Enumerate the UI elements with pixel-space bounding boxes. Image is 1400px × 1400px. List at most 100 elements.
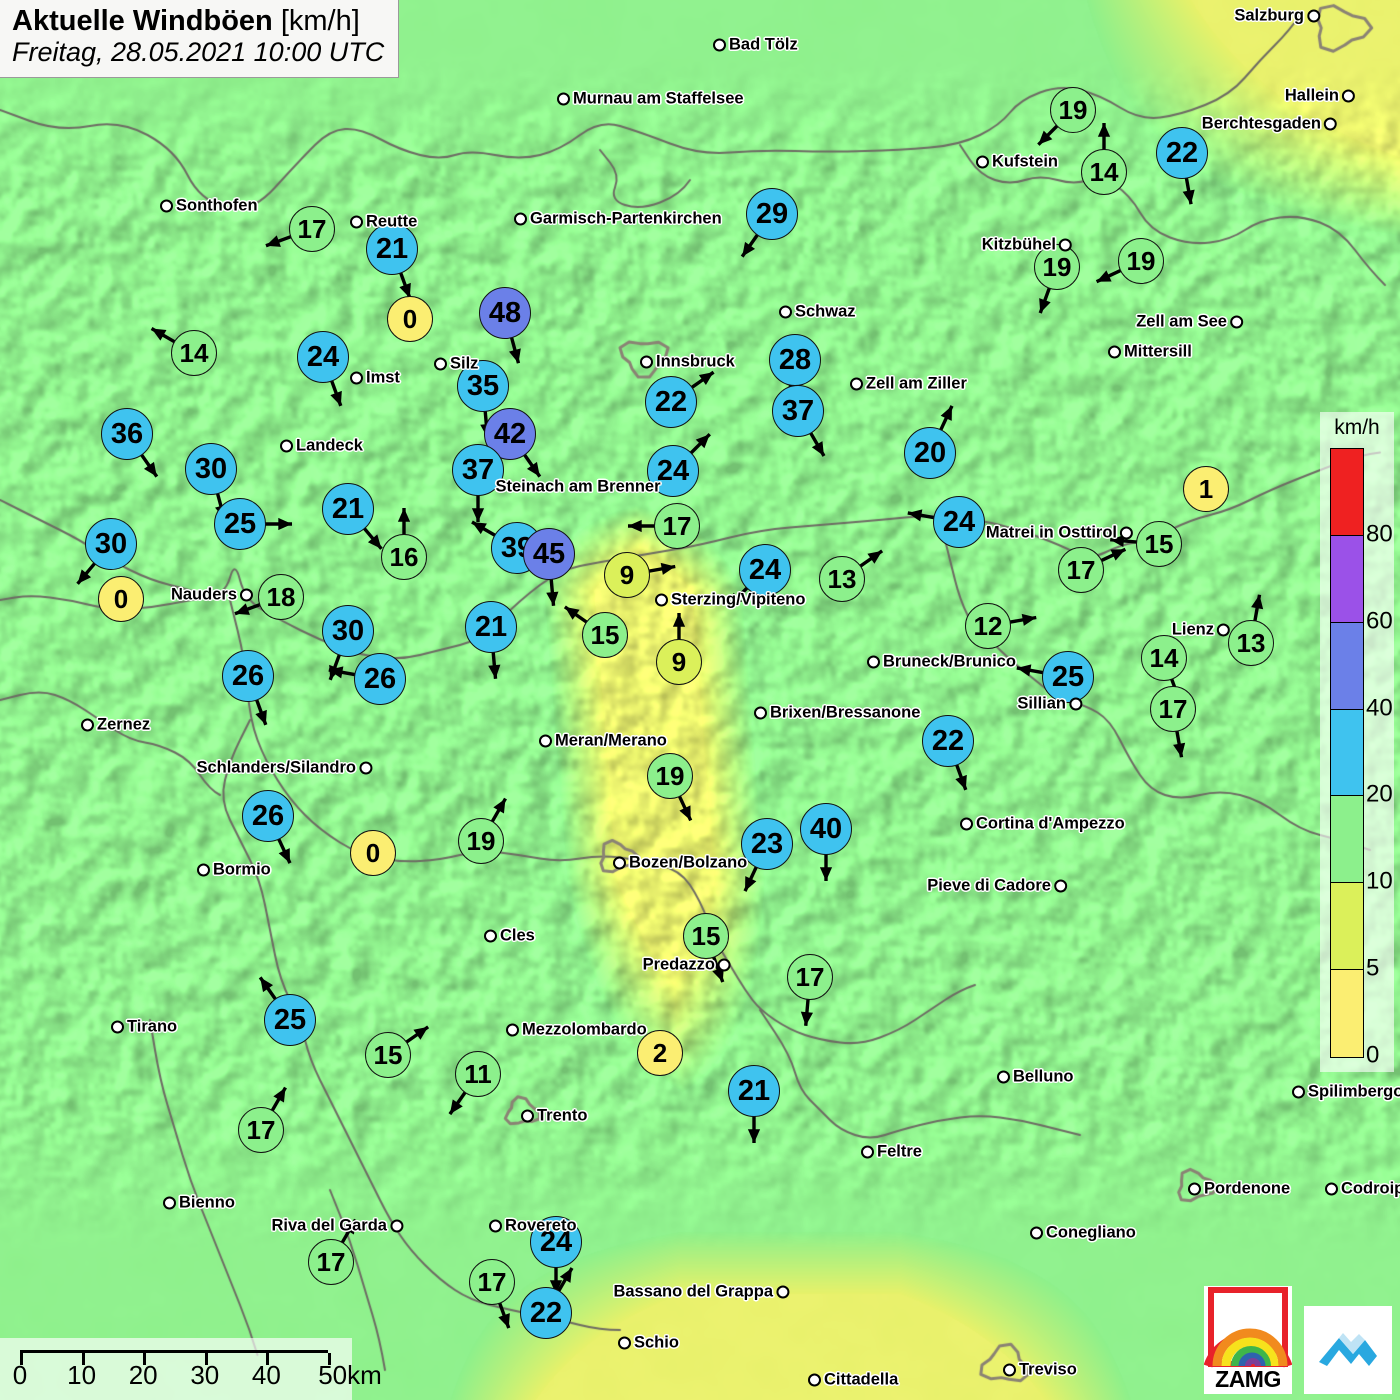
wind-gust-value[interactable]: 21 xyxy=(322,483,374,535)
wind-gust-value[interactable]: 45 xyxy=(523,528,575,580)
wind-gust-value[interactable]: 14 xyxy=(1141,635,1187,681)
wind-station-marker[interactable]: 0 xyxy=(387,296,433,342)
wind-station-marker[interactable]: 22 xyxy=(520,1267,574,1339)
wind-gust-value[interactable]: 15 xyxy=(582,612,628,658)
wind-station-marker[interactable]: 36 xyxy=(101,408,159,478)
wind-station-marker[interactable]: 19 xyxy=(1034,244,1080,314)
wind-station-marker[interactable]: 25 xyxy=(258,976,316,1046)
wind-gust-value[interactable]: 12 xyxy=(965,603,1011,649)
wind-gust-value[interactable]: 15 xyxy=(683,913,729,959)
wind-station-marker[interactable]: 18 xyxy=(234,574,304,620)
wind-gust-value[interactable]: 24 xyxy=(647,445,699,497)
wind-station-marker[interactable]: 30 xyxy=(76,518,137,585)
wind-station-marker[interactable]: 45 xyxy=(523,528,575,606)
wind-gust-value[interactable]: 40 xyxy=(800,803,852,855)
wind-gust-value[interactable]: 22 xyxy=(645,376,697,428)
wind-gust-value[interactable]: 19 xyxy=(647,753,693,799)
wind-gust-value[interactable]: 24 xyxy=(739,544,791,596)
city-marker: Pieve di Cadore xyxy=(927,877,1067,896)
wind-gust-value[interactable]: 16 xyxy=(381,534,427,580)
wind-gust-value[interactable]: 22 xyxy=(520,1287,572,1339)
wind-station-marker[interactable]: 0 xyxy=(98,576,144,622)
city-marker: Belluno xyxy=(997,1068,1074,1087)
wind-gust-value[interactable]: 25 xyxy=(264,994,316,1046)
wind-gust-value[interactable]: 48 xyxy=(479,287,531,339)
wind-gust-value[interactable]: 21 xyxy=(465,601,517,653)
wind-station-marker[interactable]: 23 xyxy=(741,818,793,892)
wind-gust-value[interactable]: 25 xyxy=(1042,651,1094,703)
wind-gust-value[interactable]: 19 xyxy=(458,818,504,864)
city-label: Bienno xyxy=(179,1193,235,1212)
wind-station-marker[interactable]: 24 xyxy=(297,331,349,407)
wind-station-marker[interactable]: 48 xyxy=(479,287,531,364)
city-dot xyxy=(779,305,792,319)
wind-gust-value[interactable]: 17 xyxy=(308,1239,354,1285)
wind-gust-value[interactable]: 17 xyxy=(787,954,833,1000)
wind-gust-value[interactable]: 37 xyxy=(452,444,504,496)
wind-gust-value[interactable]: 21 xyxy=(728,1065,780,1117)
wind-gust-value[interactable]: 9 xyxy=(656,639,702,685)
wind-station-marker[interactable]: 17 xyxy=(238,1086,287,1153)
wind-gust-value[interactable]: 28 xyxy=(769,334,821,386)
wind-gust-value[interactable]: 30 xyxy=(85,518,137,570)
wind-gust-value[interactable]: 26 xyxy=(242,790,294,842)
wind-station-marker[interactable]: 0 xyxy=(350,830,396,876)
wind-gust-value[interactable]: 13 xyxy=(819,556,865,602)
wind-gust-value[interactable]: 17 xyxy=(289,206,335,252)
city-label: Bad Tölz xyxy=(729,35,798,54)
wind-gust-value[interactable]: 24 xyxy=(530,1216,582,1268)
wind-gust-value[interactable]: 0 xyxy=(350,830,396,876)
wind-gust-value[interactable]: 24 xyxy=(297,331,349,383)
wind-gust-value[interactable]: 14 xyxy=(1081,149,1127,195)
wind-gust-value[interactable]: 0 xyxy=(98,576,144,622)
wind-station-marker[interactable]: 30 xyxy=(322,605,374,681)
wind-gust-value[interactable]: 19 xyxy=(1118,238,1164,284)
wind-gust-value[interactable]: 22 xyxy=(1156,127,1208,179)
wind-station-marker[interactable]: 15 xyxy=(1110,521,1182,567)
wind-station-marker[interactable]: 1 xyxy=(1183,466,1229,512)
wind-gust-value[interactable]: 24 xyxy=(933,496,985,548)
city-marker: Zernez xyxy=(81,716,150,735)
wind-gust-value[interactable]: 26 xyxy=(354,653,406,705)
wind-gust-value[interactable]: 19 xyxy=(1034,244,1080,290)
wind-gust-value[interactable]: 22 xyxy=(922,715,974,767)
wind-gust-value[interactable]: 11 xyxy=(455,1051,501,1097)
wind-gust-value[interactable]: 17 xyxy=(238,1107,284,1153)
wind-gust-value[interactable]: 17 xyxy=(1058,547,1104,593)
city-dot xyxy=(1120,526,1133,540)
wind-station-marker[interactable]: 16 xyxy=(381,508,427,580)
wind-gust-value[interactable]: 17 xyxy=(654,503,700,549)
wind-gust-value[interactable]: 20 xyxy=(904,427,956,479)
wind-gust-value[interactable]: 17 xyxy=(1150,686,1196,732)
wind-gust-value[interactable]: 1 xyxy=(1183,466,1229,512)
city-label: Bassano del Grappa xyxy=(613,1282,773,1301)
wind-gust-value[interactable]: 23 xyxy=(741,818,793,870)
wind-gust-value[interactable]: 25 xyxy=(214,498,266,550)
wind-gust-value[interactable]: 15 xyxy=(1136,521,1182,567)
wind-station-marker[interactable]: 22 xyxy=(1156,127,1208,205)
wind-gust-value[interactable]: 36 xyxy=(101,408,153,460)
wind-gust-value[interactable]: 17 xyxy=(469,1259,515,1305)
wind-gust-value[interactable]: 14 xyxy=(171,330,217,376)
wind-station-marker[interactable]: 25 xyxy=(1016,651,1094,703)
wind-gust-value[interactable]: 35 xyxy=(457,360,509,412)
wind-station-marker[interactable]: 2 xyxy=(637,1030,683,1076)
wind-gust-value[interactable]: 13 xyxy=(1228,620,1274,666)
wind-station-marker[interactable]: 19 xyxy=(647,753,693,822)
wind-gust-value[interactable]: 9 xyxy=(604,552,650,598)
wind-gust-value[interactable]: 18 xyxy=(258,574,304,620)
wind-gust-value[interactable]: 21 xyxy=(366,223,418,275)
wind-gust-value[interactable]: 0 xyxy=(387,296,433,342)
wind-gust-value[interactable]: 30 xyxy=(322,605,374,657)
wind-gust-value[interactable]: 30 xyxy=(185,443,237,495)
wind-station-marker[interactable]: 19 xyxy=(458,797,507,864)
wind-gust-value[interactable]: 15 xyxy=(365,1032,411,1078)
wind-gust-value[interactable]: 2 xyxy=(637,1030,683,1076)
wind-gust-value[interactable]: 26 xyxy=(222,650,274,702)
wind-station-marker[interactable]: 17 xyxy=(628,503,700,549)
wind-gust-value[interactable]: 29 xyxy=(746,188,798,240)
wind-gust-value[interactable]: 37 xyxy=(772,385,824,437)
city-marker: Garmisch-Partenkirchen xyxy=(514,210,722,229)
wind-station-marker[interactable]: 15 xyxy=(563,605,628,658)
wind-gust-value[interactable]: 19 xyxy=(1050,87,1096,133)
